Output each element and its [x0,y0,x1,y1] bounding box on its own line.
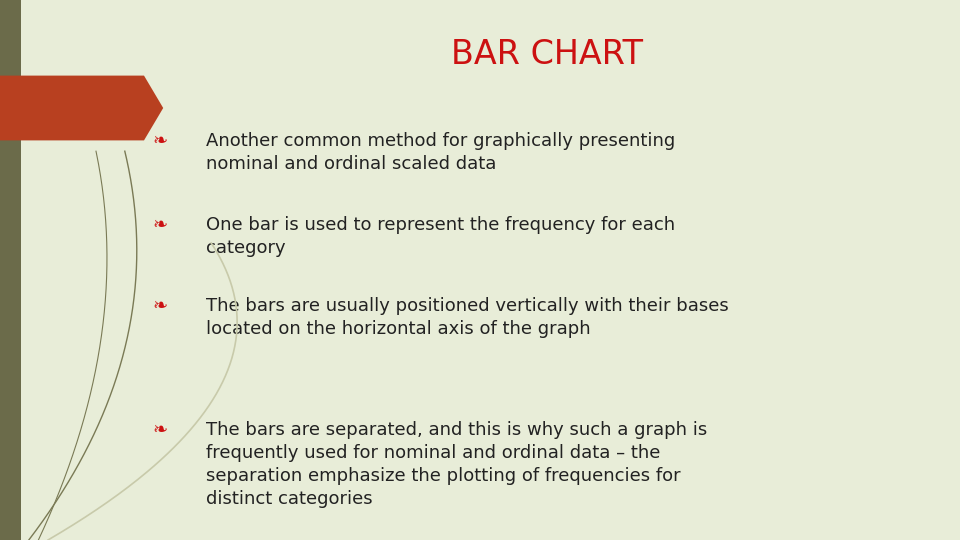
Text: ❧: ❧ [153,421,168,439]
Bar [0,0,21,540]
Text: One bar is used to represent the frequency for each
category: One bar is used to represent the frequen… [206,216,676,257]
Text: Another common method for graphically presenting
nominal and ordinal scaled data: Another common method for graphically pr… [206,132,676,173]
Text: ❧: ❧ [153,216,168,234]
Text: BAR CHART: BAR CHART [451,38,643,71]
Text: The bars are separated, and this is why such a graph is
frequently used for nomi: The bars are separated, and this is why … [206,421,708,508]
Text: ❧: ❧ [153,297,168,315]
Text: ❧: ❧ [153,132,168,150]
Text: The bars are usually positioned vertically with their bases
located on the horiz: The bars are usually positioned vertical… [206,297,730,338]
Polygon shape [0,76,163,140]
